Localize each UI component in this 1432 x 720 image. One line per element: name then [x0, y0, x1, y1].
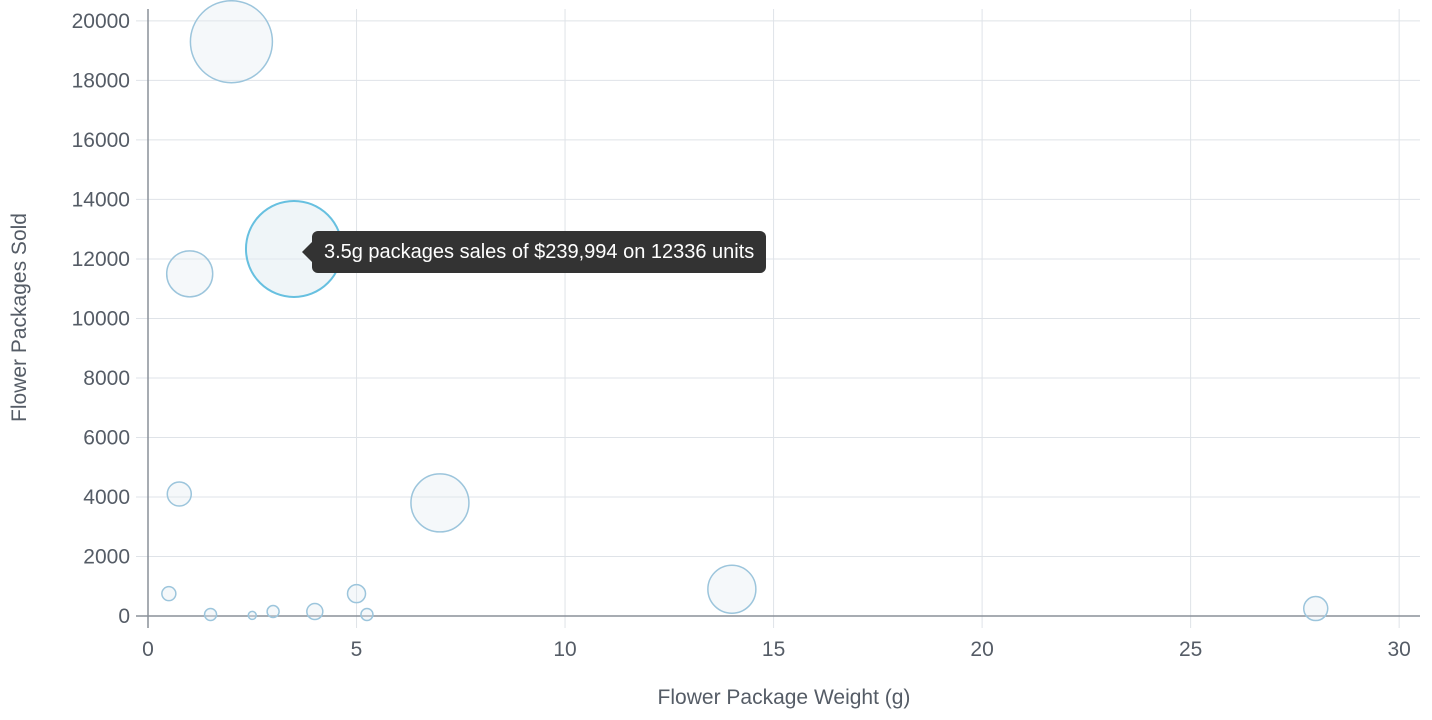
bubble-point[interactable] — [161, 585, 177, 602]
x-tick-label: 0 — [142, 638, 154, 661]
bubble-point[interactable] — [165, 250, 214, 298]
bubble-point[interactable] — [166, 481, 193, 507]
bubble-point[interactable] — [360, 607, 374, 622]
y-tick-label: 12000 — [72, 248, 130, 271]
x-tick-label: 15 — [762, 638, 785, 661]
bubble-point[interactable] — [189, 0, 274, 84]
grid — [136, 9, 1420, 628]
y-tick-label: 2000 — [83, 545, 130, 568]
bubble-point[interactable] — [306, 602, 324, 621]
y-tick-label: 20000 — [72, 10, 130, 33]
bubble-point[interactable] — [410, 473, 470, 533]
bubble-point[interactable] — [266, 604, 280, 619]
bubble-point[interactable] — [247, 610, 258, 621]
y-tick-label: 6000 — [83, 426, 130, 449]
y-tick-label: 14000 — [72, 188, 130, 211]
bubble-point[interactable] — [707, 564, 757, 614]
y-tick-label: 4000 — [83, 486, 130, 509]
axes — [136, 9, 1420, 628]
x-tick-label: 25 — [1179, 638, 1202, 661]
x-tick-label: 30 — [1387, 638, 1410, 661]
x-axis-title: Flower Package Weight (g) — [658, 686, 911, 709]
y-tick-label: 0 — [118, 605, 130, 628]
bubble-tooltip: 3.5g packages sales of $239,994 on 12336… — [301, 230, 767, 273]
x-tick-label: 5 — [351, 638, 363, 661]
y-tick-label: 18000 — [72, 69, 130, 92]
bubble-point[interactable] — [203, 607, 218, 622]
x-tick-label: 10 — [553, 638, 576, 661]
bubble-series — [161, 0, 1329, 622]
y-tick-label: 16000 — [72, 129, 130, 152]
y-tick-label: 8000 — [83, 367, 130, 390]
tick-labels: 0 2000 4000 6000 8000 10000 12000 14000 16000 180… — [72, 10, 1411, 661]
bubble-point[interactable] — [1302, 595, 1329, 622]
y-tick-label: 10000 — [72, 307, 130, 330]
y-axis-title: Flower Packages Sold — [8, 213, 31, 422]
bubble-point[interactable] — [346, 583, 367, 604]
x-tick-label: 20 — [970, 638, 993, 661]
